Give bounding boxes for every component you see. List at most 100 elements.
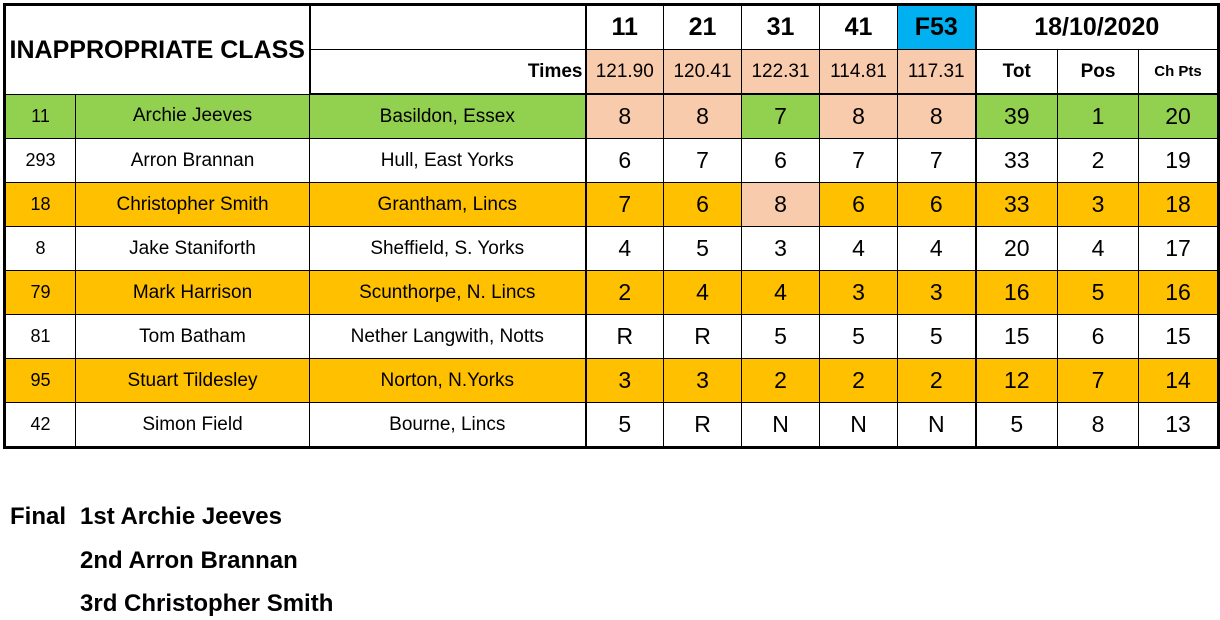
round-score: 8 (584, 93, 664, 139)
round-score: 7 (897, 138, 976, 183)
total-score: 12 (974, 358, 1058, 403)
competitor-name: Simon Field (75, 402, 310, 447)
round-score: 5 (663, 226, 742, 271)
round-score: 7 (819, 138, 898, 183)
times-label: Times (309, 49, 586, 95)
championship-points: 18 (1138, 182, 1218, 227)
competitor-location: Hull, East Yorks (309, 138, 586, 183)
round-score: R (584, 314, 664, 359)
round-score: 7 (584, 182, 664, 227)
table-row: 95 Stuart Tildesley Norton, N.Yorks 3 3 2 2 2 12… (5, 358, 1218, 403)
round-score: N (819, 402, 898, 447)
competitor-number: 79 (5, 270, 76, 315)
championship-points: 16 (1138, 270, 1218, 315)
round-score: 3 (897, 270, 976, 315)
round-score: 6 (897, 182, 976, 227)
round-score: 3 (663, 358, 742, 403)
championship-points: 15 (1138, 314, 1218, 359)
round-score: 8 (663, 93, 742, 139)
total-score: 33 (974, 138, 1058, 183)
round-score: 2 (741, 358, 820, 403)
competitor-location: Norton, N.Yorks (309, 358, 586, 403)
championship-points: 19 (1138, 138, 1218, 183)
competitor-number: 18 (5, 182, 76, 227)
round-score: 2 (584, 270, 664, 315)
round-score: 5 (584, 402, 664, 447)
round-score: R (663, 402, 742, 447)
position: 6 (1057, 314, 1139, 359)
competitor-location: Nether Langwith, Notts (309, 314, 586, 359)
table-row: 42 Simon Field Bourne, Lincs 5 R N N N 5 8 13 (5, 402, 1218, 447)
table-row: 8 Jake Staniforth Sheffield, S. Yorks 4 5 3 4 4… (5, 226, 1218, 271)
tot-header: Tot (974, 49, 1058, 95)
table-row: 11 Archie Jeeves Basildon, Essex 8 8 7 8 8 39 1 20 (5, 93, 1218, 139)
round-score: 6 (584, 138, 664, 183)
competitor-name: Archie Jeeves (75, 93, 310, 139)
round-score: 8 (741, 182, 820, 227)
competitor-name: Tom Batham (75, 314, 310, 359)
round-score: 7 (741, 93, 820, 139)
championship-points: 20 (1138, 93, 1218, 139)
table-row: 293 Arron Brannan Hull, East Yorks 6 7 6 7 7 33 2… (5, 138, 1218, 183)
final-round-header: F53 (897, 5, 976, 50)
position: 2 (1057, 138, 1139, 183)
final-label: Final (10, 503, 67, 530)
round-score: 2 (897, 358, 976, 403)
competitor-location: Grantham, Lincs (309, 182, 586, 227)
round-score: 5 (819, 314, 898, 359)
competitor-name: Stuart Tildesley (75, 358, 310, 403)
round-score: 5 (897, 314, 976, 359)
competitor-location: Bourne, Lincs (309, 402, 586, 447)
position: 8 (1057, 402, 1139, 447)
table-row: 79 Mark Harrison Scunthorpe, N. Lincs 2 4 4 3 3… (5, 270, 1218, 315)
position: 3 (1057, 182, 1139, 227)
round-score: 3 (584, 358, 664, 403)
position: 7 (1057, 358, 1139, 403)
round-score: 4 (897, 226, 976, 271)
round-time: 114.81 (819, 49, 898, 95)
total-score: 16 (974, 270, 1058, 315)
position: 4 (1057, 226, 1139, 271)
total-score: 33 (974, 182, 1058, 227)
competitor-location: Scunthorpe, N. Lincs (309, 270, 586, 315)
class-title: INAPPROPRIATE CLASS (5, 5, 311, 95)
round-score: 7 (663, 138, 742, 183)
round-time: 121.90 (584, 49, 664, 95)
round-score: 8 (819, 93, 898, 139)
competitor-name: Jake Staniforth (75, 226, 310, 271)
final-first: 1st Archie Jeeves (80, 503, 282, 530)
total-score: 20 (974, 226, 1058, 271)
round-time: 120.41 (663, 49, 742, 95)
round-score: 6 (663, 182, 742, 227)
round-score: 5 (741, 314, 820, 359)
round-score: 4 (663, 270, 742, 315)
competitor-location: Sheffield, S. Yorks (309, 226, 586, 271)
total-score: 15 (974, 314, 1058, 359)
empty-header-cell (309, 5, 586, 50)
championship-points: 14 (1138, 358, 1218, 403)
championship-points: 17 (1138, 226, 1218, 271)
round-score: N (897, 402, 976, 447)
round-score: 8 (897, 93, 976, 139)
total-score: 39 (974, 93, 1058, 139)
round-header: 31 (741, 5, 820, 50)
competitor-number: 95 (5, 358, 76, 403)
table-row: 81 Tom Batham Nether Langwith, Notts R R 5 5 5 1… (5, 314, 1218, 359)
round-score: N (741, 402, 820, 447)
round-score: 3 (819, 270, 898, 315)
competitor-number: 11 (5, 93, 76, 139)
round-score: R (663, 314, 742, 359)
round-score: 4 (819, 226, 898, 271)
round-score: 4 (741, 270, 820, 315)
round-time: 117.31 (897, 49, 976, 95)
total-score: 5 (974, 402, 1058, 447)
round-score: 2 (819, 358, 898, 403)
event-date: 18/10/2020 (974, 5, 1218, 50)
competitor-name: Arron Brannan (75, 138, 310, 183)
position: 1 (1057, 93, 1139, 139)
round-time: 122.31 (741, 49, 820, 95)
chpts-header: Ch Pts (1138, 49, 1218, 95)
final-third: 3rd Christopher Smith (80, 590, 334, 617)
round-header: 41 (819, 5, 898, 50)
results-table: INAPPROPRIATE CLASS 11 21 31 41 F53 18/1… (3, 3, 1220, 449)
